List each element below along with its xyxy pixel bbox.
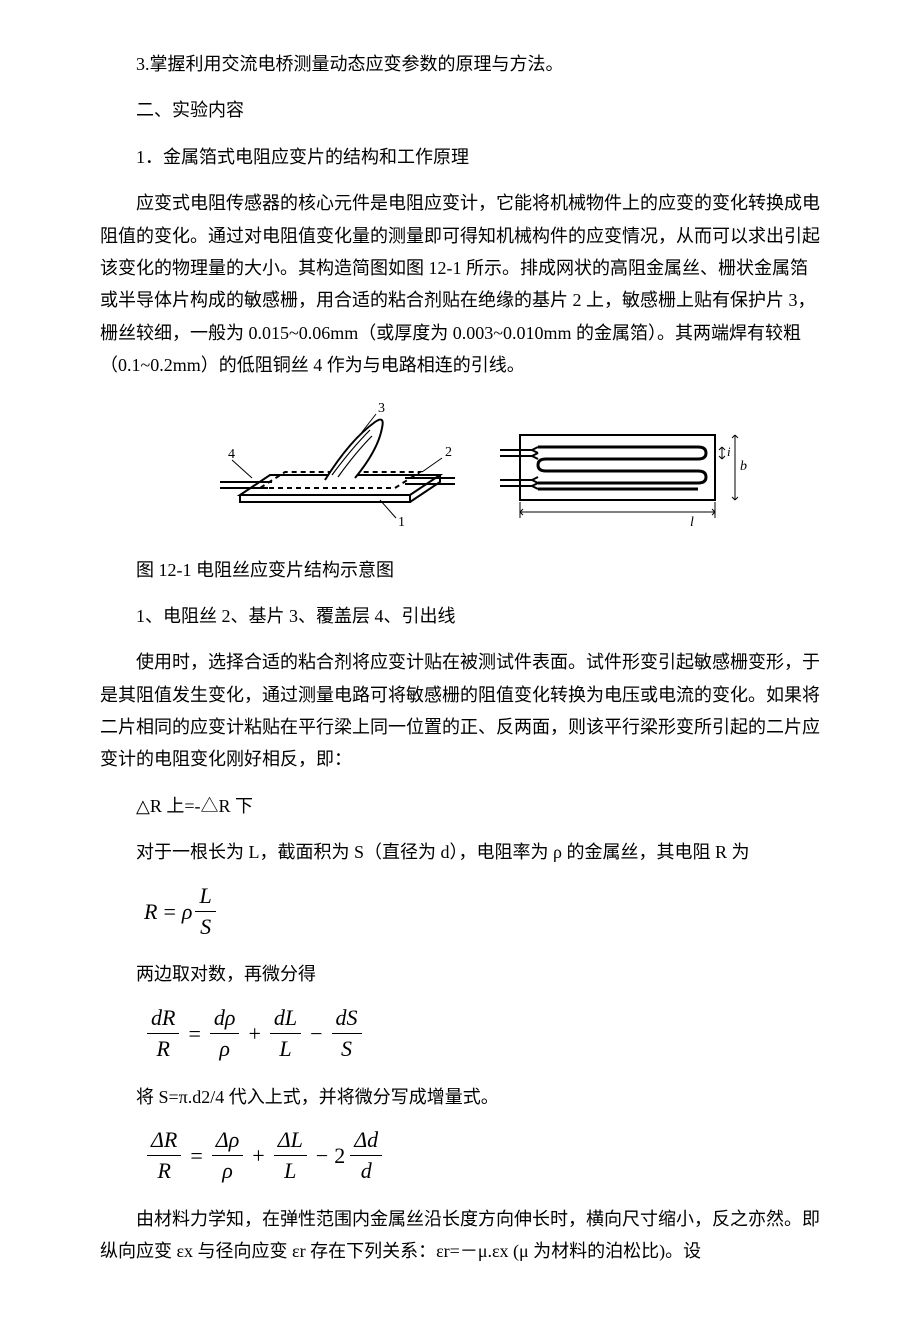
equals-sign: = [188, 1014, 200, 1054]
formula-2-frac2-num: dρ [210, 1005, 240, 1034]
formula-3-frac3-den: L [280, 1156, 300, 1184]
formula-3-frac3: ΔL L [274, 1127, 307, 1185]
figure-caption: 图 12-1 电阻丝应变片结构示意图 [100, 554, 820, 586]
svg-text:i: i [727, 444, 731, 459]
formula-2-frac1: dR R [147, 1005, 179, 1063]
formula-3-frac2: Δρ ρ [212, 1127, 243, 1185]
paragraph-usage: 使用时，选择合适的粘合剂将应变计贴在被测试件表面。试件形变引起敏感栅变形，于是其… [100, 646, 820, 776]
formula-2-frac2: dρ ρ [210, 1005, 240, 1063]
formula-2-frac2-den: ρ [215, 1034, 234, 1062]
formula-3-frac2-num: Δρ [212, 1127, 243, 1156]
formula-2-frac4-num: dS [332, 1005, 362, 1034]
formula-1-rho: ρ [182, 892, 193, 932]
figure-right-diagram: i b l [490, 400, 750, 540]
formula-1-num: L [195, 883, 215, 912]
subsection-title-1: 1．金属箔式电阻应变片的结构和工作原理 [100, 141, 820, 173]
formula-3-frac4: Δd d [350, 1127, 382, 1185]
figure-left-diagram: 4 3 2 1 [210, 400, 460, 540]
formula-2-frac1-num: dR [147, 1005, 179, 1034]
formula-3-frac4-den: d [357, 1156, 376, 1184]
plus-sign: + [252, 1136, 264, 1176]
paragraph-resistance: 对于一根长为 L，截面积为 S（直径为 d），电阻率为 ρ 的金属丝，其电阻 R… [100, 836, 820, 868]
formula-2-frac4: dS S [332, 1005, 362, 1063]
paragraph-principle: 应变式电阻传感器的核心元件是电阻应变计，它能将机械物件上的应变的变化转换成电阻值… [100, 187, 820, 381]
formula-3-frac1-den: R [153, 1156, 174, 1184]
minus-sign: − [310, 1014, 322, 1054]
minus-sign: − [316, 1136, 328, 1176]
formula-3-frac4-num: Δd [350, 1127, 382, 1156]
paragraph-material: 由材料力学知，在弹性范围内金属丝沿长度方向伸长时，横向尺寸缩小，反之亦然。即纵向… [100, 1203, 820, 1268]
formula-1-den: S [196, 912, 215, 940]
formula-2-frac3-den: L [275, 1034, 295, 1062]
formula-2-frac3-num: dL [270, 1005, 301, 1034]
formula-3-coef: 2 [334, 1136, 345, 1176]
equals-sign: = [163, 892, 175, 932]
formula-2: dR R = dρ ρ + dL L − dS S [144, 1005, 820, 1063]
paragraph-delta-r: △R 上=-△R 下 [100, 790, 820, 822]
svg-text:b: b [740, 459, 747, 474]
plus-sign: + [248, 1014, 260, 1054]
formula-3-frac3-num: ΔL [274, 1127, 307, 1156]
paragraph-log-diff: 两边取对数，再微分得 [100, 958, 820, 990]
equals-sign: = [190, 1136, 202, 1176]
svg-text:3: 3 [378, 401, 385, 416]
section-title-2: 二、实验内容 [100, 94, 820, 126]
paragraph-substitute: 将 S=π.d2/4 代入上式，并将微分写成增量式。 [100, 1081, 820, 1113]
paragraph-intro-3: 3.掌握利用交流电桥测量动态应变参数的原理与方法。 [100, 48, 820, 80]
formula-2-frac1-den: R [153, 1034, 174, 1062]
svg-text:l: l [690, 515, 694, 530]
formula-1-R: R [144, 892, 157, 932]
svg-text:4: 4 [228, 447, 235, 462]
formula-3: ΔR R = Δρ ρ + ΔL L − 2 Δd d [144, 1127, 820, 1185]
formula-2-frac3: dL L [270, 1005, 301, 1063]
formula-1: R = ρ L S [144, 883, 820, 941]
formula-3-frac2-den: ρ [218, 1156, 237, 1184]
formula-2-frac4-den: S [337, 1034, 356, 1062]
figure-12-1: 4 3 2 1 [100, 400, 820, 540]
figure-parts-list: 1、电阻丝 2、基片 3、覆盖层 4、引出线 [100, 600, 820, 632]
svg-text:2: 2 [445, 445, 452, 460]
formula-1-fraction: L S [195, 883, 215, 941]
formula-3-frac1-num: ΔR [147, 1127, 181, 1156]
svg-text:1: 1 [398, 515, 405, 530]
formula-3-frac1: ΔR R [147, 1127, 181, 1185]
